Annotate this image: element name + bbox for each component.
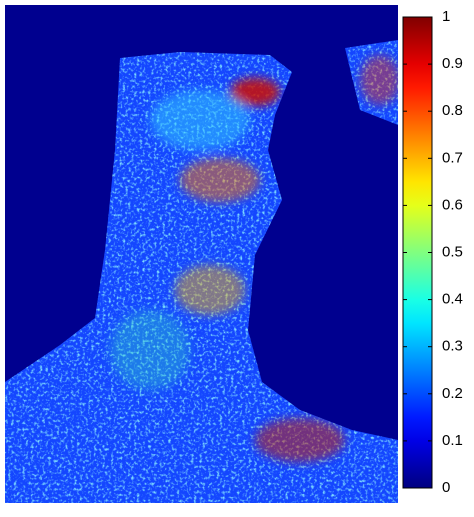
colorbar: 0 0.1 0.2 0.3 0.4 0.5 0.6 0.7 0.8 0.9 1: [402, 8, 463, 496]
tick-label: 0.7: [442, 149, 463, 166]
heatmap-image: [5, 5, 398, 503]
tick-label: 0.4: [442, 291, 463, 308]
tick-label: 1: [442, 8, 450, 25]
tick-label: 0.3: [442, 338, 463, 355]
tick-label: 0.5: [442, 243, 463, 260]
tick-label: 0.8: [442, 102, 463, 119]
tick-label: 0.6: [442, 196, 463, 213]
tick-label: 0: [442, 479, 450, 496]
colorbar-gradient: [402, 16, 433, 489]
tick-label: 0.2: [442, 385, 463, 402]
tick-label: 0.9: [442, 55, 463, 72]
tick-label: 0.1: [442, 432, 463, 449]
